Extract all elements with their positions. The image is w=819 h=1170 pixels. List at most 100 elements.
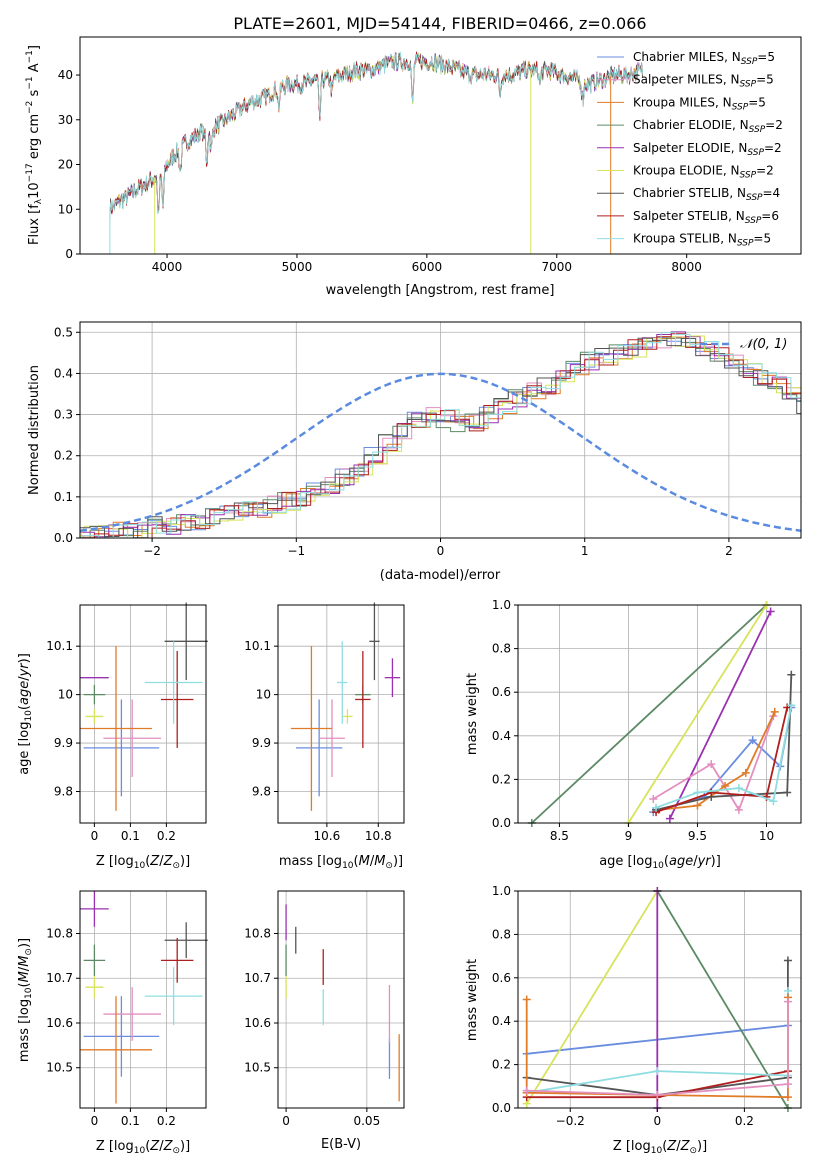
x-tick-label: 5000 [282, 260, 313, 274]
series-kroupa-elodie [525, 890, 659, 1105]
age-vs-metallicity-panel: 0 0.1 0.2 9.8 9.9 10 10.1 Z [log10(Z/Z⊙)] age … [17, 602, 208, 871]
y-tick-label: 0.0 [492, 1101, 511, 1115]
y-tick-label: 10 [256, 688, 271, 702]
x-tick-label: 0 [91, 829, 99, 843]
y-tick-label: 10.7 [244, 971, 271, 985]
x-tick-label: 6000 [412, 260, 443, 274]
weight-age-xlabel: age [log10(age/yr)] [599, 854, 721, 871]
y-tick-label: 10.6 [46, 1016, 73, 1030]
mass-z-grid [80, 891, 206, 1108]
spectrum-lines [109, 51, 643, 254]
y-tick-label: 40 [58, 68, 73, 82]
normal-curve [80, 372, 801, 533]
marker-kroupa-stelib [652, 803, 661, 812]
y-tick-label: 0 [65, 247, 73, 261]
spectrum-chabrier-elodie [109, 52, 643, 219]
y-tick-label: 0.8 [492, 927, 511, 941]
y-tick-label: 10 [58, 688, 73, 702]
weight-z-frame [517, 890, 802, 1109]
x-tick-label: 0 [282, 1114, 290, 1128]
x-tick-label: 10.6 [313, 829, 340, 843]
x-tick-label: 0 [437, 544, 445, 558]
spectrum-kroupa-miles [109, 53, 643, 215]
marker-kroupa-stelib [787, 701, 796, 710]
y-tick-label: 0.8 [492, 642, 511, 656]
mass-z-ticks: 0 0.1 0.2 10.5 10.6 10.7 10.8 [46, 927, 176, 1128]
mass-ebv-ticks: 0 0.05 10.5 10.6 10.7 10.8 [244, 927, 380, 1128]
y-tick-label: 10.8 [46, 927, 73, 941]
legend-label-salpeter-miles: Salpeter MILES, NSSP=5 [633, 73, 774, 90]
legend-label-kroupa-miles: Kroupa MILES, NSSP=5 [633, 95, 766, 112]
series-salpeter-stelib [655, 707, 789, 813]
series-chabrier-elodie [531, 604, 768, 824]
histogram-frame [79, 321, 802, 539]
histogram-salpeter-stelib [80, 333, 801, 538]
x-tick-label: 7000 [541, 260, 572, 274]
mass-z-frame [79, 890, 207, 1109]
age-mass-grid [278, 605, 404, 823]
age-mass-xlabel: mass [log10(M/M⊙)] [279, 854, 403, 871]
y-tick-label: 0.4 [492, 729, 511, 743]
weight-z-ylabel: mass weight [465, 959, 480, 1041]
x-tick-label: 2 [725, 544, 733, 558]
weight-z-xlabel: Z [log10(Z/Z⊙)] [613, 1139, 707, 1156]
x-tick-label: −0.2 [556, 1114, 585, 1128]
y-tick-label: 10.5 [46, 1061, 73, 1075]
legend-label-chabrier-stelib: Chabrier STELIB, NSSP=4 [633, 186, 780, 203]
y-tick-label: 0.0 [54, 531, 73, 545]
marker-kroupa-miles [693, 801, 702, 810]
y-tick-label: 0.4 [492, 1014, 511, 1028]
mass-weight-vs-metallicity-panel: −0.2 0 0.2 0.0 0.2 0.4 0.6 0.8 1.0 Z [log10(Z/Z⊙… [465, 884, 802, 1156]
age-mass-points [290, 602, 401, 811]
weight-z-lines [522, 887, 792, 1112]
spectrum-xlabel: wavelength [Angstrom, rest frame] [326, 283, 555, 298]
y-tick-label: 10.6 [244, 1016, 271, 1030]
histogram-xlabel: (data-model)/error [380, 568, 501, 583]
marker-salpeter-miles [653, 1090, 662, 1099]
spectrum-panel: 4000 5000 6000 7000 8000 0 10 20 30 40 wavelength… [25, 36, 802, 298]
x-tick-label: 1 [581, 544, 589, 558]
histogram-chabrier-elodie [80, 337, 801, 538]
spectrum-ticks: 4000 5000 6000 7000 8000 0 10 20 30 40 [58, 68, 702, 274]
normal-legend-label: 𝒩(0, 1) [740, 337, 787, 352]
marker-kroupa-miles [770, 707, 779, 716]
weight-age-ylabel: mass weight [465, 673, 480, 755]
x-tick-label: 0.2 [735, 1114, 754, 1128]
x-tick-label: 0 [91, 1114, 99, 1128]
series-kroupa-elodie [627, 604, 768, 824]
marker-chabrier-miles [748, 736, 757, 745]
y-tick-label: 0.5 [54, 325, 73, 339]
y-tick-label: 10.8 [244, 927, 271, 941]
marker-kroupa-miles [741, 768, 750, 777]
weight-z-grid [518, 890, 801, 1109]
age-z-points [80, 602, 208, 811]
histogram-grid [80, 322, 801, 539]
x-tick-label: 0 [654, 1114, 662, 1128]
spectrum-salpeter-elodie [109, 53, 643, 215]
y-tick-label: 0.6 [492, 971, 511, 985]
mass-weight-vs-age-panel: 8.5 9 9.5 10 0.0 0.2 0.4 0.6 0.8 1.0 age [log10(a… [465, 598, 802, 871]
histogram-ylabel: Normed distribution [27, 365, 42, 495]
x-tick-label: −2 [143, 544, 161, 558]
spectrum-kroupa-elodie [109, 52, 643, 216]
marker-salpeter-elodie [665, 814, 674, 823]
y-tick-label: 10.1 [46, 639, 73, 653]
y-tick-label: 0.1 [54, 490, 73, 504]
mass-ebv-frame [277, 890, 405, 1109]
x-tick-label: 8000 [671, 260, 702, 274]
age-vs-mass-panel: 10.6 10.8 9.8 9.9 10 10.1 mass [log10(M/M⊙)] [244, 602, 405, 871]
marker-kroupa-miles [522, 995, 531, 1004]
age-mass-frame [277, 604, 405, 824]
y-tick-label: 1.0 [492, 598, 511, 612]
histogram-salpeter-elodie [80, 331, 801, 538]
x-tick-label: 0.1 [121, 1114, 140, 1128]
y-tick-label: 10.1 [244, 639, 271, 653]
y-tick-label: 0.2 [492, 772, 511, 786]
mass-ebv-xlabel: E(B-V) [321, 1137, 361, 1152]
spectrum-frame [79, 36, 802, 255]
y-tick-label: 0.4 [54, 366, 73, 380]
series-chabrier-elodie [656, 890, 789, 1109]
legend-label-kroupa-elodie: Kroupa ELODIE, NSSP=2 [633, 164, 774, 181]
legend-label-chabrier-miles: Chabrier MILES, NSSP=5 [633, 50, 775, 67]
